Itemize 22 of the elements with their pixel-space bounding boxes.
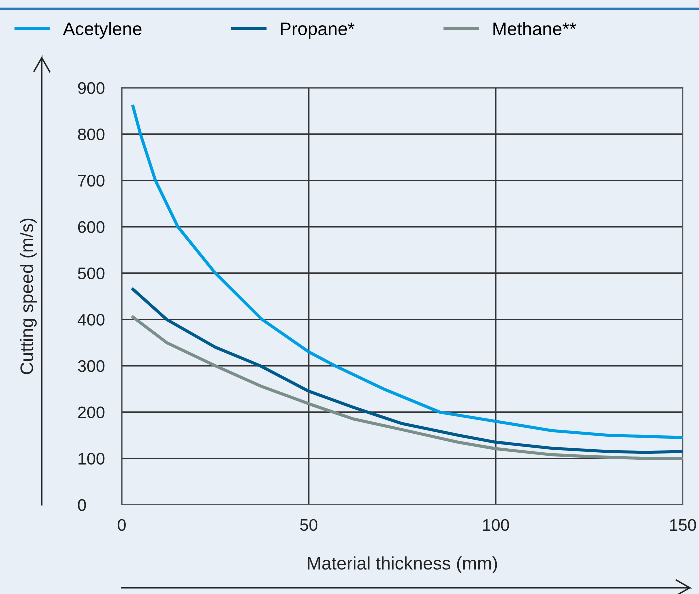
line-series <box>132 105 683 440</box>
x-tick-label: 0 <box>118 519 126 532</box>
y-tick-label: 200 <box>78 406 105 419</box>
legend-label: Acetylene <box>63 22 142 40</box>
y-tick-label: 0 <box>78 499 86 512</box>
legend-label: Propane* <box>281 22 355 40</box>
y-tick-label: 400 <box>78 314 105 326</box>
x-tick-label: 150 <box>670 519 696 532</box>
y-tick-label: 500 <box>78 268 105 280</box>
y-tick-label: 600 <box>78 221 105 234</box>
line-series <box>132 316 683 460</box>
y-tick-label: 300 <box>78 360 105 372</box>
x-tick-label: 50 <box>300 519 318 532</box>
y-axis-title: Cutting speed (m/s) <box>20 218 37 374</box>
x-axis-title: Material thickness (mm) <box>308 556 498 574</box>
y-tick-label: 100 <box>78 453 105 465</box>
y-tick-label: 800 <box>78 128 105 141</box>
y-tick-label: 700 <box>78 175 105 187</box>
legend-label: Methane** <box>494 22 576 36</box>
line-series <box>132 288 683 454</box>
y-tick-label: 900 <box>78 82 105 94</box>
x-tick-label: 100 <box>483 519 510 532</box>
